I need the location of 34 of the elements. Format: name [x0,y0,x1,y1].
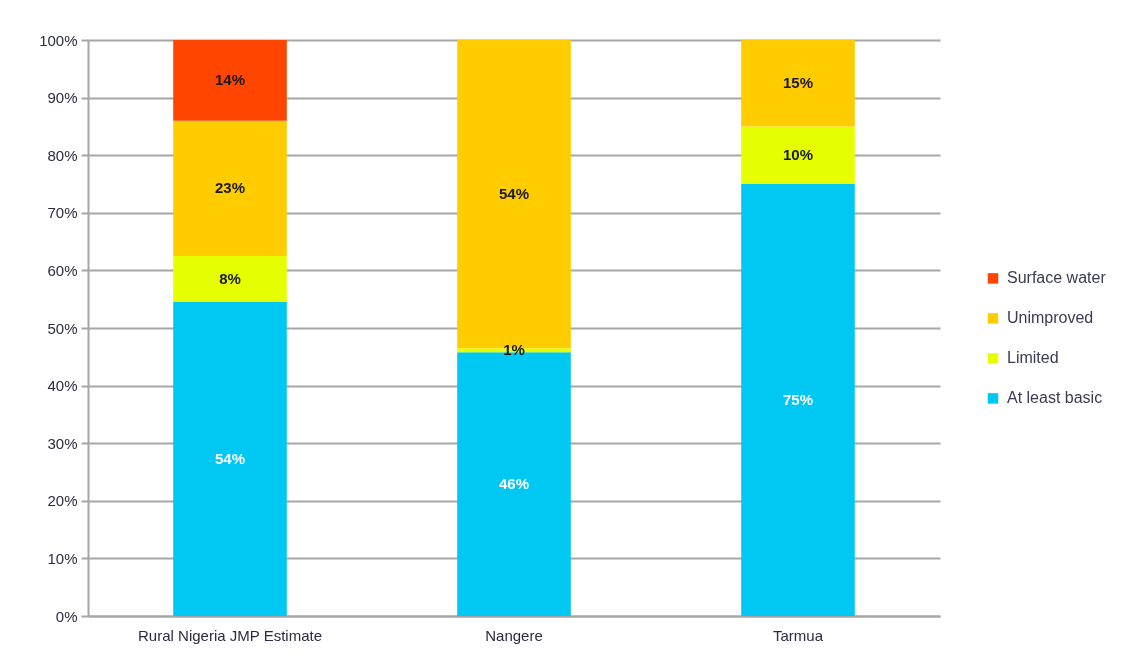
y-tick-label: 70% [47,204,78,222]
y-tick-label: 0% [55,607,78,625]
bar [173,256,287,303]
data-label: 75% [782,391,814,408]
bar [741,184,855,616]
data-label: 23% [214,179,246,197]
bar [741,40,855,127]
bar [173,40,287,121]
y-tick-label: 20% [47,492,78,510]
data-label: 10% [782,146,814,164]
y-tick-label: 40% [47,377,78,395]
bar [741,126,855,184]
y-tick-label: 50% [47,319,78,337]
y-tick-label: 90% [47,89,78,107]
y-tick-label: 60% [47,261,78,279]
data-label: 8% [219,270,241,288]
x-tick-label: Tarmua [772,626,824,644]
x-tick-label: Nangere [485,626,543,644]
y-tick-label: 30% [47,434,78,452]
data-label: 46% [498,475,530,493]
y-tick-label: 80% [47,146,78,164]
data-label: 54% [498,185,530,203]
legend-label: Limited [1007,349,1059,367]
data-label: 15% [782,74,814,92]
data-label: 14% [214,71,246,89]
legend-label: At least basic [1007,389,1103,407]
y-tick-label: 10% [47,549,78,567]
y-tick-label: 100% [39,31,78,49]
bar [173,302,287,616]
legend-label: Surface water [1007,269,1107,287]
bar [173,120,287,256]
data-label: 54% [214,450,246,468]
x-tick-label: Rural Nigeria JMP Estimate [138,626,322,644]
legend-label: Unimproved [1007,309,1094,327]
